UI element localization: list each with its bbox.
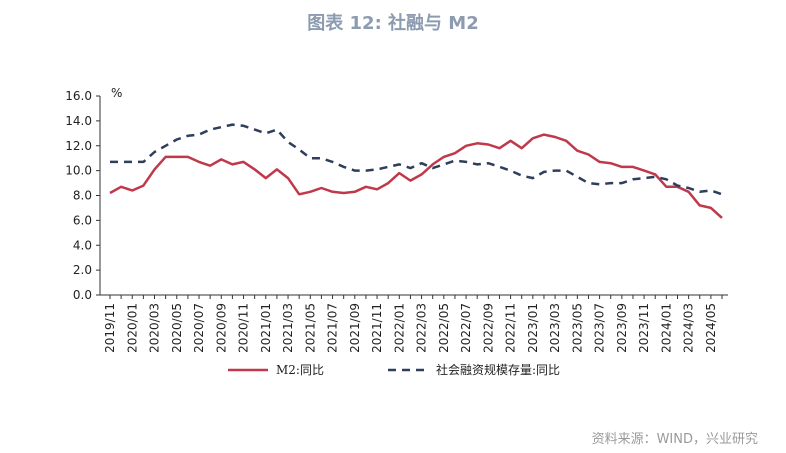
- x-tick-label: 2021/09: [348, 303, 362, 353]
- x-tick-label: 2024/01: [659, 303, 673, 353]
- x-tick-label: 2022/01: [392, 303, 406, 353]
- x-tick-label: 2021/11: [370, 303, 384, 353]
- legend-label-social-financing: 社会融资规模存量:同比: [436, 362, 560, 377]
- x-tick-label: 2023/05: [570, 303, 584, 353]
- y-tick-label: 0.0: [73, 288, 92, 302]
- x-tick-label: 2021/07: [326, 303, 340, 353]
- y-tick-label: 4.0: [73, 238, 92, 252]
- x-tick-label: 2023/07: [593, 303, 607, 353]
- x-tick-label: 2021/01: [259, 303, 273, 353]
- x-tick-label: 2020/09: [214, 303, 228, 353]
- x-tick-label: 2023/11: [637, 303, 651, 353]
- x-tick-label: 2024/05: [704, 303, 718, 353]
- x-tick-label: 2024/03: [682, 303, 696, 353]
- x-tick-label: 2020/01: [125, 303, 139, 353]
- x-tick-label: 2022/05: [437, 303, 451, 353]
- y-tick-label: 2.0: [73, 263, 92, 277]
- chart-title: 图表 12: 社融与 M2: [307, 13, 479, 34]
- x-tick-label: 2021/05: [303, 303, 317, 353]
- legend-label-m2: M2:同比: [276, 363, 324, 377]
- y-tick-label: 8.0: [73, 189, 92, 203]
- source-note: 资料来源：WIND，兴业研究: [591, 432, 758, 447]
- x-tick-label: 2023/03: [548, 303, 562, 353]
- y-axis: 0.0 2.0 4.0 6.0 8.0 10.0 12.0 14.0 16.0: [65, 89, 101, 302]
- series-line-social-financing: [110, 123, 723, 196]
- x-tick-label: 2023/09: [615, 303, 629, 353]
- y-tick-label: 14.0: [65, 114, 92, 128]
- x-tick-label: 2021/03: [281, 303, 295, 353]
- y-tick-label: 12.0: [65, 139, 92, 153]
- x-tick-label: 2023/01: [526, 303, 540, 353]
- x-tick-label: 2022/09: [481, 303, 495, 353]
- x-tick-label: 2019/11: [103, 303, 117, 353]
- x-tick-label: 2020/11: [237, 303, 251, 353]
- x-tick-label: 2022/07: [459, 303, 473, 353]
- y-tick-label: 10.0: [65, 164, 92, 178]
- y-axis-unit-label: %: [111, 86, 122, 100]
- x-tick-label: 2022/11: [504, 303, 518, 353]
- series-lines: [109, 123, 723, 219]
- y-tick-label: 6.0: [73, 213, 92, 227]
- x-axis: 2019/11 2020/01 2020/03 2020/05 2020/07 2020/…: [100, 294, 728, 353]
- x-tick-label: 2020/03: [148, 303, 162, 353]
- series-line-m2: [109, 133, 723, 219]
- x-tick-label: 2020/07: [192, 303, 206, 353]
- y-tick-label: 16.0: [65, 89, 92, 103]
- x-tick-label: 2020/05: [170, 303, 184, 353]
- x-tick-label: 2022/03: [415, 303, 429, 353]
- legend: M2:同比 社会融资规模存量:同比: [228, 362, 560, 377]
